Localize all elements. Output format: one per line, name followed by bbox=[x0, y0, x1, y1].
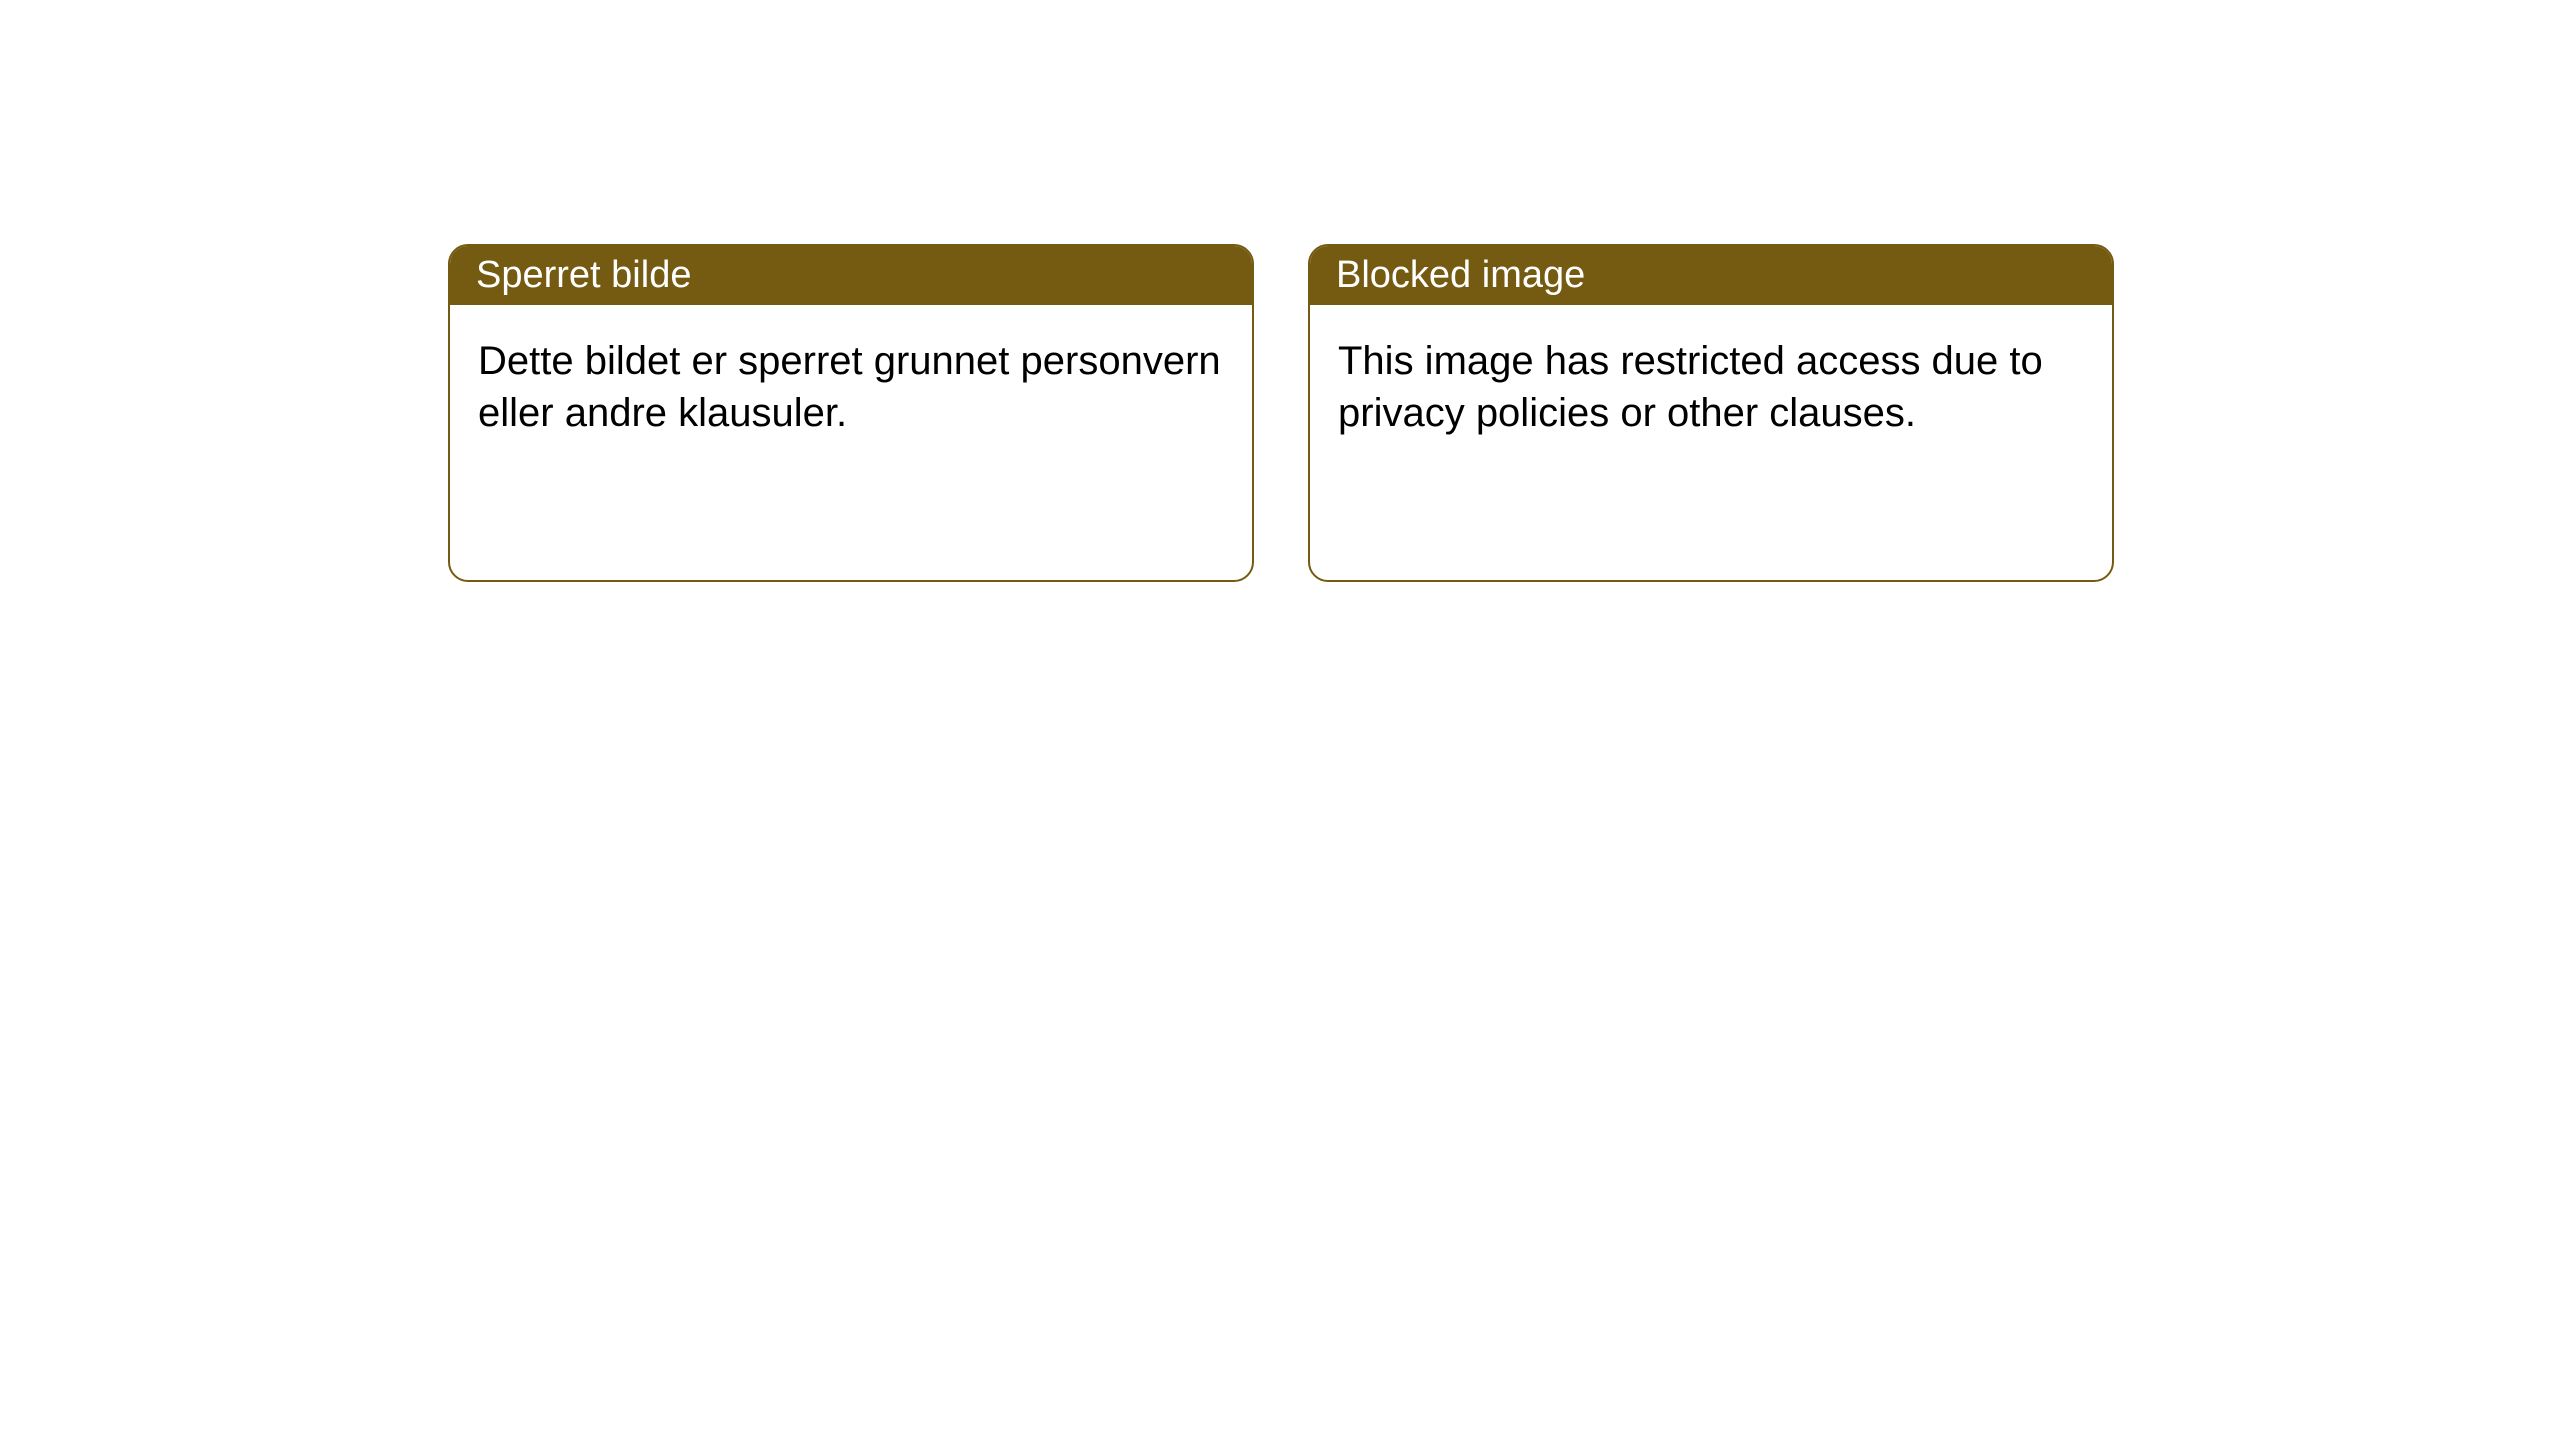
card-message: This image has restricted access due to … bbox=[1338, 339, 2043, 435]
card-body: This image has restricted access due to … bbox=[1310, 305, 2112, 469]
card-header: Sperret bilde bbox=[450, 246, 1252, 305]
blocked-image-card-no: Sperret bilde Dette bildet er sperret gr… bbox=[448, 244, 1254, 582]
blocked-image-card-en: Blocked image This image has restricted … bbox=[1308, 244, 2114, 582]
card-body: Dette bildet er sperret grunnet personve… bbox=[450, 305, 1252, 469]
cards-container: Sperret bilde Dette bildet er sperret gr… bbox=[0, 0, 2560, 582]
card-message: Dette bildet er sperret grunnet personve… bbox=[478, 339, 1221, 435]
card-title: Sperret bilde bbox=[476, 254, 691, 296]
card-title: Blocked image bbox=[1336, 254, 1585, 296]
card-header: Blocked image bbox=[1310, 246, 2112, 305]
